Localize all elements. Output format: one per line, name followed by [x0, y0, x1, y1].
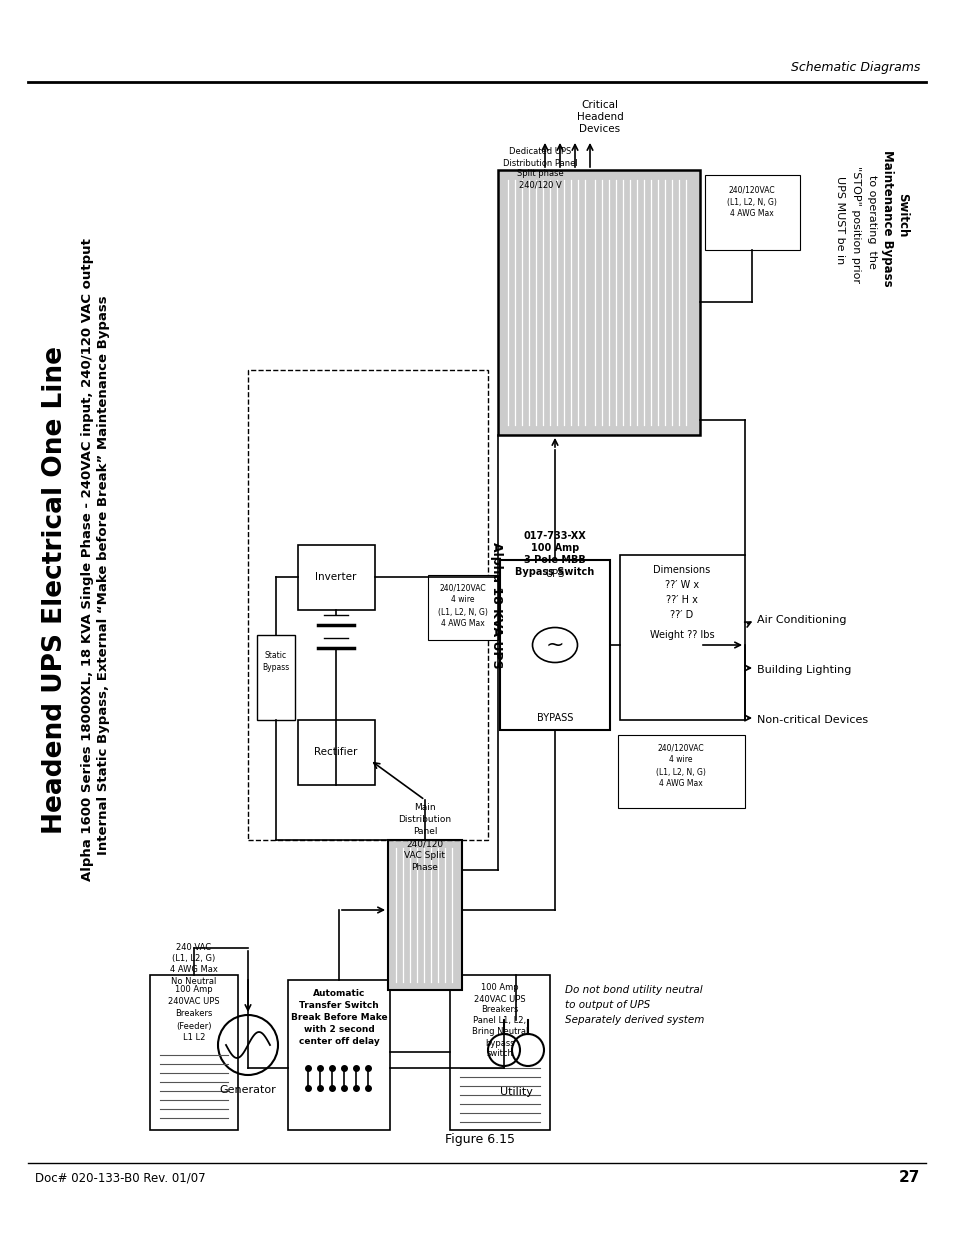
Text: ??′ H x: ??′ H x [665, 595, 698, 605]
Text: Breakers: Breakers [175, 1009, 213, 1019]
Text: (L1, L2, N, G): (L1, L2, N, G) [726, 198, 776, 206]
Text: No Neutral: No Neutral [172, 977, 216, 986]
Text: Distribution: Distribution [398, 815, 451, 825]
Text: Headend UPS Electrical One Line: Headend UPS Electrical One Line [42, 346, 68, 834]
Text: 240/120VAC: 240/120VAC [657, 743, 703, 752]
Text: Utility: Utility [499, 1087, 532, 1097]
Text: 240/120 V: 240/120 V [518, 180, 560, 189]
Ellipse shape [532, 627, 577, 662]
Text: 240VAC UPS: 240VAC UPS [168, 998, 219, 1007]
Text: (L1, L2, G): (L1, L2, G) [172, 955, 215, 963]
Bar [256, 635, 294, 720]
Text: 240 VAC: 240 VAC [176, 944, 212, 952]
Text: Switch: Switch [896, 193, 908, 237]
Bar [497, 170, 700, 435]
Text: 27: 27 [898, 1171, 919, 1186]
Text: Do not bond utility neutral: Do not bond utility neutral [564, 986, 702, 995]
Text: 100 Amp: 100 Amp [175, 986, 213, 994]
Bar [499, 559, 609, 730]
Text: Main: Main [414, 804, 436, 813]
Text: Critical: Critical [581, 100, 618, 110]
Text: "STOP" position prior: "STOP" position prior [850, 167, 861, 284]
Text: 240/120VAC: 240/120VAC [728, 185, 775, 194]
Text: 100 Amp: 100 Amp [530, 543, 578, 553]
Text: Inverter: Inverter [315, 572, 356, 582]
Text: 4 wire: 4 wire [669, 756, 692, 764]
Text: (L1, L2, N, G): (L1, L2, N, G) [656, 767, 705, 777]
Text: Devices: Devices [578, 124, 619, 135]
Text: 017-733-XX: 017-733-XX [523, 531, 586, 541]
Bar [297, 545, 375, 610]
Text: ??′ D: ??′ D [670, 610, 693, 620]
Text: 4 AWG Max: 4 AWG Max [659, 779, 702, 788]
Text: Non-critical Devices: Non-critical Devices [757, 715, 867, 725]
Text: Distribution Panel: Distribution Panel [502, 158, 577, 168]
Text: VAC Split: VAC Split [404, 851, 445, 861]
Text: Bypass Switch: Bypass Switch [515, 567, 594, 577]
Text: 4 AWG Max: 4 AWG Max [440, 620, 484, 629]
Bar [388, 840, 461, 990]
Text: Weight ?? lbs: Weight ?? lbs [649, 630, 714, 640]
Text: Panel: Panel [413, 827, 436, 836]
Text: to output of UPS: to output of UPS [564, 1000, 650, 1010]
Text: Doc# 020-133-B0 Rev. 01/07: Doc# 020-133-B0 Rev. 01/07 [35, 1172, 206, 1184]
Text: Generator: Generator [219, 1086, 276, 1095]
Text: (Feeder): (Feeder) [176, 1021, 212, 1030]
Bar [450, 974, 550, 1130]
Text: 240/120: 240/120 [406, 840, 443, 848]
Text: Panel L1, L2,: Panel L1, L2, [473, 1016, 526, 1025]
Bar [150, 974, 237, 1130]
Bar [619, 555, 744, 720]
Text: with 2 second: with 2 second [303, 1025, 374, 1035]
Text: bypass: bypass [485, 1039, 515, 1047]
Bar [248, 370, 488, 840]
Text: ~: ~ [545, 635, 564, 655]
Text: ??′ W x: ??′ W x [664, 580, 699, 590]
Text: Schematic Diagrams: Schematic Diagrams [790, 62, 919, 74]
Text: Dedicated UPS: Dedicated UPS [508, 147, 571, 157]
Bar [428, 576, 497, 640]
Bar [618, 735, 744, 808]
Text: UPS MUST be in: UPS MUST be in [834, 175, 844, 264]
Text: Bring Neutral: Bring Neutral [472, 1028, 528, 1036]
Text: Maintenance Bypass: Maintenance Bypass [881, 149, 894, 287]
Text: Alpha 1600 Series 18000XL, 18 KVA Single Phase - 240VAC input, 240/120 VAC outpu: Alpha 1600 Series 18000XL, 18 KVA Single… [81, 238, 94, 882]
Text: Rectifier: Rectifier [314, 747, 357, 757]
Text: UPS: UPS [545, 569, 564, 579]
Text: BYPASS: BYPASS [537, 713, 573, 722]
Text: Internal Static Bypass, External “Make before Break” Maintenance Bypass: Internal Static Bypass, External “Make b… [97, 295, 111, 855]
Text: Air Conditioning: Air Conditioning [757, 615, 845, 625]
Bar [297, 720, 375, 785]
Text: Alpha 18 KVA UPS: Alpha 18 KVA UPS [490, 542, 502, 668]
Text: Phase: Phase [411, 863, 438, 872]
Text: Building Lighting: Building Lighting [757, 664, 850, 676]
Text: center off delay: center off delay [298, 1037, 379, 1046]
Text: Figure 6.15: Figure 6.15 [444, 1134, 515, 1146]
Text: Headend: Headend [576, 112, 622, 122]
Text: Automatic: Automatic [313, 989, 365, 999]
Text: Separately derived system: Separately derived system [564, 1015, 703, 1025]
Text: 240/120VAC: 240/120VAC [439, 583, 486, 593]
Text: L1 L2: L1 L2 [183, 1034, 205, 1042]
Text: (L1, L2, N, G): (L1, L2, N, G) [437, 608, 487, 616]
Text: 4 AWG Max: 4 AWG Max [170, 966, 217, 974]
Text: Transfer Switch: Transfer Switch [299, 1002, 378, 1010]
Bar [704, 175, 800, 249]
Text: Dimensions: Dimensions [653, 564, 710, 576]
Text: Bypass: Bypass [262, 663, 290, 673]
Text: 4 AWG Max: 4 AWG Max [729, 210, 773, 219]
Text: switch: switch [486, 1050, 513, 1058]
Text: 100 Amp: 100 Amp [480, 983, 518, 993]
Text: 240VAC UPS: 240VAC UPS [474, 994, 525, 1004]
Bar [288, 981, 390, 1130]
Text: 4 wire: 4 wire [451, 595, 475, 604]
Text: Split phase: Split phase [517, 169, 563, 179]
Text: 3 Pole MBB: 3 Pole MBB [523, 555, 585, 564]
Text: to operating  the: to operating the [866, 175, 876, 269]
Text: Static: Static [265, 651, 287, 659]
Text: Breakers: Breakers [481, 1005, 518, 1014]
Text: Break Before Make: Break Before Make [291, 1014, 387, 1023]
